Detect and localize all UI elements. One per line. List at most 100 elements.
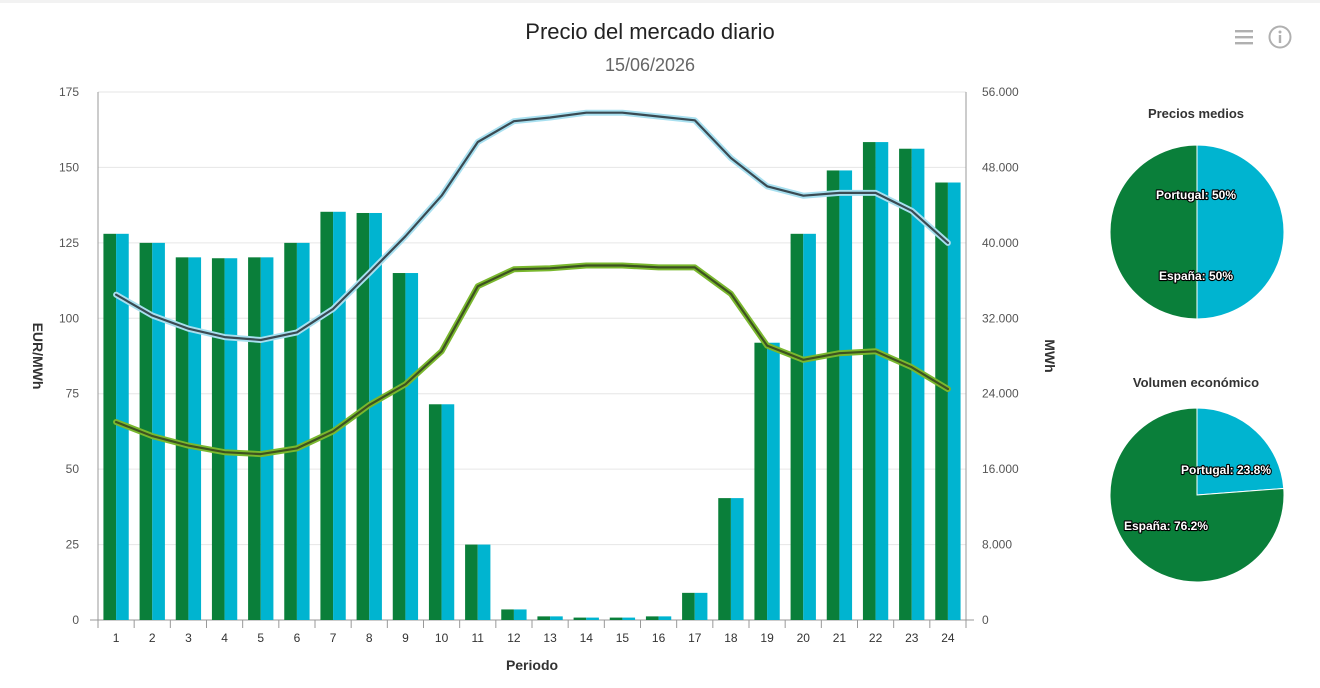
x-tick-label: 1 bbox=[113, 631, 120, 645]
top-border bbox=[0, 0, 1320, 3]
x-tick-label: 11 bbox=[472, 631, 485, 645]
bar-portugal bbox=[658, 616, 672, 620]
pie-slice bbox=[1196, 407, 1285, 496]
bar-portugal bbox=[188, 257, 202, 620]
main-chart: 025507510012515017508.00016.00024.00032.… bbox=[30, 85, 1058, 673]
x-tick-label: 19 bbox=[760, 631, 774, 645]
bar-espana bbox=[284, 242, 297, 620]
y2-tick-label: 56.000 bbox=[982, 85, 1019, 99]
y-tick-label: 25 bbox=[66, 538, 80, 552]
bar-espana bbox=[175, 257, 189, 620]
bar-espana bbox=[790, 233, 804, 620]
x-tick-label: 7 bbox=[330, 631, 337, 645]
bar-espana bbox=[609, 617, 623, 620]
bar-portugal bbox=[224, 258, 238, 620]
bar-espana bbox=[356, 212, 370, 620]
y2-tick-label: 0 bbox=[982, 613, 989, 627]
y-tick-label: 0 bbox=[72, 613, 79, 627]
x-tick-label: 17 bbox=[688, 631, 702, 645]
x-tick-label: 14 bbox=[580, 631, 594, 645]
pie-slice-label: Portugal: 23.8% bbox=[1181, 463, 1271, 477]
bar-espana bbox=[103, 233, 117, 620]
pie-slice bbox=[1109, 407, 1285, 583]
y2-tick-label: 16.000 bbox=[982, 462, 1019, 476]
bar-espana bbox=[537, 616, 551, 620]
bar-espana bbox=[935, 182, 948, 620]
bar-espana bbox=[899, 148, 912, 620]
bar-portugal bbox=[369, 212, 382, 620]
x-tick-label: 6 bbox=[294, 631, 301, 645]
bar-espana bbox=[392, 273, 406, 620]
x-tick-label: 23 bbox=[905, 631, 919, 645]
info-icon[interactable] bbox=[1267, 24, 1293, 50]
bar-portugal bbox=[586, 617, 599, 620]
x-tick-label: 8 bbox=[366, 631, 373, 645]
x-tick-label: 5 bbox=[257, 631, 264, 645]
bar-espana bbox=[248, 257, 261, 620]
pie-slice bbox=[1196, 144, 1285, 320]
y2-tick-label: 48.000 bbox=[982, 160, 1019, 174]
hamburger-menu-icon[interactable] bbox=[1231, 24, 1257, 50]
x-tick-label: 10 bbox=[435, 631, 449, 645]
bar-espana bbox=[573, 617, 587, 620]
energy-line-espana-halo bbox=[113, 262, 951, 458]
bar-espana bbox=[428, 404, 442, 620]
bar-portugal bbox=[767, 342, 780, 620]
bar-espana bbox=[862, 142, 876, 620]
chart-subtitle: 15/06/2026 bbox=[604, 55, 696, 75]
y2-tick-label: 32.000 bbox=[982, 311, 1019, 325]
y2-axis-title: MWh bbox=[1042, 339, 1058, 372]
pie-slice-label: España: 76.2% bbox=[1124, 519, 1208, 533]
bar-portugal bbox=[730, 498, 744, 620]
bar-portugal bbox=[911, 148, 925, 620]
x-tick-label: 21 bbox=[833, 631, 847, 645]
y-tick-label: 100 bbox=[59, 311, 79, 325]
x-tick-label: 18 bbox=[724, 631, 738, 645]
bar-portugal bbox=[296, 242, 310, 620]
bar-portugal bbox=[152, 242, 165, 620]
bar-portugal bbox=[839, 170, 853, 620]
y-tick-label: 150 bbox=[59, 160, 79, 174]
bar-portugal bbox=[441, 404, 455, 620]
bar-portugal bbox=[477, 544, 491, 620]
bar-portugal bbox=[405, 273, 419, 620]
bar-portugal bbox=[875, 142, 889, 620]
x-tick-label: 24 bbox=[941, 631, 955, 645]
bar-espana bbox=[682, 592, 695, 620]
bar-portugal bbox=[333, 211, 346, 620]
pie-title-volumen-economico: Volumen económico bbox=[1132, 375, 1260, 390]
energy-line-espana bbox=[114, 264, 950, 456]
bar-espana bbox=[501, 609, 514, 620]
bar-portugal bbox=[947, 182, 961, 620]
x-tick-label: 15 bbox=[616, 631, 630, 645]
y2-tick-label: 40.000 bbox=[982, 236, 1019, 250]
bar-portugal bbox=[803, 233, 816, 620]
pie-slice-label: Portugal: 50% bbox=[1156, 188, 1236, 202]
bar-espana bbox=[320, 211, 334, 620]
x-tick-label: 22 bbox=[869, 631, 883, 645]
pie-slice-label: España: 50% bbox=[1159, 269, 1233, 283]
bar-espana bbox=[465, 544, 478, 620]
x-tick-label: 4 bbox=[221, 631, 228, 645]
bar-portugal bbox=[694, 592, 708, 620]
bar-portugal bbox=[622, 617, 636, 620]
y-tick-label: 125 bbox=[59, 236, 79, 250]
pie-title-precios-medios: Precios medios bbox=[1147, 106, 1245, 121]
pie-chart-precios-medios: Portugal: 50% España: 50% bbox=[1109, 144, 1285, 320]
x-tick-label: 13 bbox=[543, 631, 557, 645]
bar-portugal bbox=[550, 616, 563, 620]
chart-title: Precio del mercado diario bbox=[525, 19, 775, 44]
x-tick-label: 2 bbox=[149, 631, 156, 645]
pie-slice bbox=[1109, 144, 1198, 320]
x-tick-label: 16 bbox=[652, 631, 666, 645]
y-axis-title: EUR/MWh bbox=[30, 323, 46, 390]
bar-espana bbox=[645, 616, 659, 620]
energy-line-total-halo bbox=[113, 109, 951, 343]
x-tick-label: 3 bbox=[185, 631, 192, 645]
y-tick-label: 175 bbox=[59, 85, 79, 99]
x-tick-label: 20 bbox=[797, 631, 811, 645]
x-axis-title: Periodo bbox=[506, 657, 558, 673]
y-tick-label: 50 bbox=[66, 462, 80, 476]
y-tick-label: 75 bbox=[66, 387, 80, 401]
x-tick-label: 9 bbox=[402, 631, 409, 645]
